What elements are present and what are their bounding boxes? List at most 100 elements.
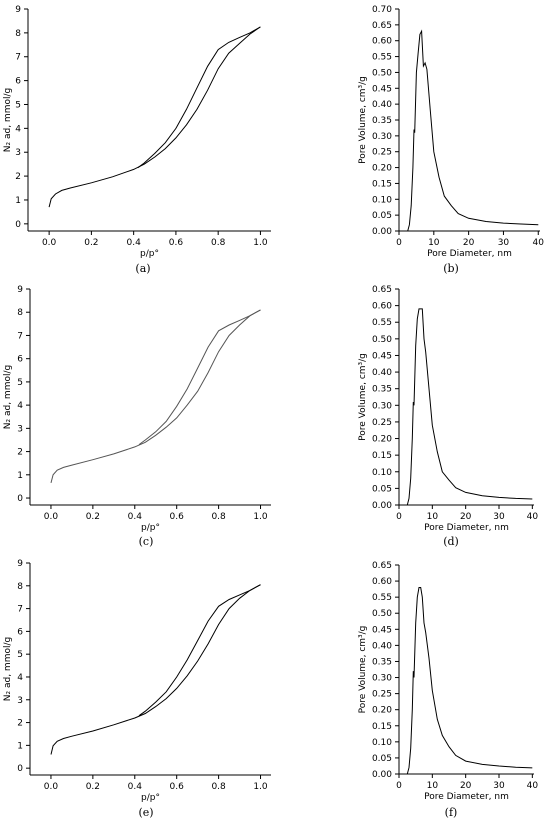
x-axis-label: p/p° <box>140 249 159 259</box>
chart-f: 0 10 20 30 40 0.00 0.05 0.10 0.15 0.20 0.25 0.30 0.3… <box>358 561 539 802</box>
y-tick-label: 0.20 <box>372 435 392 445</box>
y-tick-label: 2 <box>15 172 21 182</box>
y-axis-label: N₂ ad, mmol/g <box>3 637 13 701</box>
caption-f: (f) <box>444 806 458 819</box>
x-tick-label: 0.4 <box>128 512 143 522</box>
x-tick-label: 0 <box>396 512 402 522</box>
y-tick-label: 5 <box>17 378 23 388</box>
y-tick-label: 9 <box>17 559 23 569</box>
desorption-branch-line <box>137 26 261 169</box>
y-tick-label: 9 <box>15 5 21 15</box>
y-tick-label: 0.45 <box>372 625 392 635</box>
y-tick-label: 0.05 <box>372 211 392 221</box>
chart-d: 0 10 20 30 40 0.00 0.05 0.10 0.15 0.20 0.25 0.30 0.3… <box>358 285 538 533</box>
x-axis-label: Pore Diameter, nm <box>424 523 509 533</box>
y-tick-label: 9 <box>17 285 23 295</box>
y-tick-label: 3 <box>17 696 23 706</box>
y-tick-label: 0.15 <box>372 722 392 732</box>
adsorption-branch-line <box>48 26 261 208</box>
x-axis-label: p/p° <box>141 793 160 803</box>
x-tick-label: 30 <box>493 512 505 522</box>
y-tick-label: 5 <box>15 100 21 110</box>
y-tick-label: 0.35 <box>372 385 392 395</box>
y-tick-label: 0.05 <box>372 484 392 494</box>
y-tick-label: 0.00 <box>372 770 392 780</box>
y-tick-label: 0.65 <box>372 561 392 571</box>
y-tick-label: 7 <box>17 331 23 341</box>
y-tick-label: 0.60 <box>372 302 392 312</box>
y-tick-label: 0.45 <box>372 351 392 361</box>
y-tick-label: 0.50 <box>372 609 392 619</box>
y-tick-label: 4 <box>17 673 23 683</box>
y-axis-label: N₂ ad, mmol/g <box>3 88 13 152</box>
y-tick-label: 8 <box>17 308 23 318</box>
y-tick-label: 0.35 <box>372 657 392 667</box>
x-tick-label: 0.0 <box>44 782 59 792</box>
y-tick-label: 4 <box>15 124 21 134</box>
y-tick-label: 1 <box>17 471 23 481</box>
desorption-branch-line <box>138 309 261 446</box>
y-tick-label: 7 <box>17 605 23 615</box>
y-tick-label: 0.05 <box>372 754 392 764</box>
caption-c: (c) <box>138 535 154 548</box>
x-tick-label: 0.6 <box>169 238 184 248</box>
y-axis-label: Pore Volume, cm³/g <box>358 353 368 441</box>
y-tick-label: 0.40 <box>372 641 392 651</box>
x-tick-label: 10 <box>427 512 439 522</box>
x-tick-label: 0.2 <box>84 238 98 248</box>
chart-b: 0 10 20 30 40 0.00 0.05 0.10 0.15 0.20 0.25 0.30 0.3… <box>358 5 545 259</box>
y-tick-label: 0.00 <box>372 227 392 237</box>
y-tick-label: 0.55 <box>372 318 392 328</box>
x-tick-label: 0.6 <box>170 512 185 522</box>
y-axis-label: N₂ ad, mmol/g <box>3 365 13 429</box>
y-tick-label: 0 <box>17 494 23 504</box>
y-tick-label: 0.65 <box>372 285 392 295</box>
pore-distribution-line <box>407 29 539 232</box>
x-axis-label: p/p° <box>141 523 160 533</box>
y-tick-label: 0.60 <box>372 577 392 587</box>
y-tick-label: 6 <box>15 77 21 87</box>
x-tick-label: 0.8 <box>211 512 226 522</box>
x-tick-label: 0 <box>396 238 402 248</box>
y-tick-label: 0.15 <box>372 451 392 461</box>
chart-a: 0.0 0.2 0.4 0.6 0.8 1.0 0 1 2 3 4 5 6 7 8 9 p/p° N₂ ad, m… <box>3 5 271 259</box>
x-tick-label: 40 <box>527 781 539 791</box>
y-tick-label: 4 <box>17 401 23 411</box>
caption-a: (a) <box>135 262 151 275</box>
y-tick-label: 5 <box>17 650 23 660</box>
y-tick-label: 0.10 <box>372 468 392 478</box>
y-tick-label: 0 <box>17 764 23 774</box>
y-tick-label: 1 <box>17 741 23 751</box>
x-tick-label: 0 <box>396 781 402 791</box>
y-tick-label: 0.30 <box>372 401 392 411</box>
y-tick-label: 0.40 <box>372 368 392 378</box>
adsorption-branch-line <box>50 584 261 755</box>
y-tick-label: 0.20 <box>372 164 392 174</box>
y-tick-label: 0.30 <box>372 132 392 142</box>
y-tick-label: 0.60 <box>372 37 392 47</box>
y-tick-label: 2 <box>17 448 23 458</box>
chart-c: 0.0 0.2 0.4 0.6 0.8 1.0 0 1 2 3 4 5 6 7 8 9 p/p° N₂ ad, m… <box>3 285 271 533</box>
y-tick-label: 0.55 <box>372 593 392 603</box>
y-tick-label: 6 <box>17 355 23 365</box>
pore-distribution-line <box>406 308 533 506</box>
y-tick-label: 0.50 <box>372 68 392 78</box>
y-tick-label: 0.25 <box>372 690 392 700</box>
caption-e: (e) <box>138 806 154 819</box>
x-tick-label: 10 <box>428 238 440 248</box>
x-tick-label: 0.0 <box>42 238 57 248</box>
y-tick-label: 0.25 <box>372 418 392 428</box>
y-tick-label: 0.55 <box>372 53 392 63</box>
x-tick-label: 0.2 <box>86 512 100 522</box>
x-tick-label: 20 <box>463 238 475 248</box>
y-tick-label: 0.10 <box>372 195 392 205</box>
y-tick-label: 6 <box>17 627 23 637</box>
y-tick-label: 0.30 <box>372 674 392 684</box>
y-tick-label: 3 <box>17 424 23 434</box>
x-tick-label: 1.0 <box>253 512 268 522</box>
x-tick-label: 40 <box>533 238 545 248</box>
y-tick-label: 7 <box>15 53 21 63</box>
x-tick-label: 0.8 <box>211 238 226 248</box>
x-tick-label: 0.0 <box>44 512 59 522</box>
y-tick-label: 8 <box>15 29 21 39</box>
